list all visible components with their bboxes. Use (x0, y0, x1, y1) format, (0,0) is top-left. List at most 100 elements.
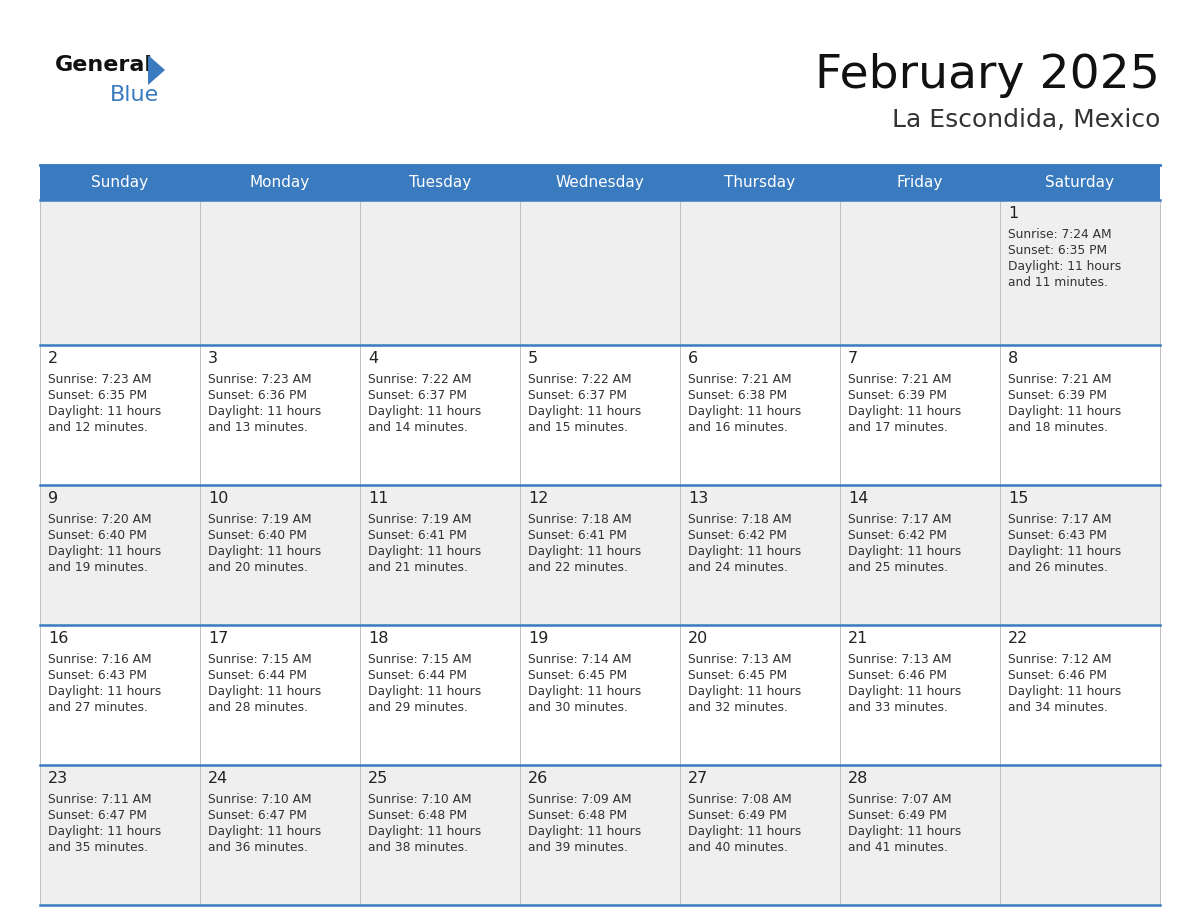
Text: Sunset: 6:39 PM: Sunset: 6:39 PM (1007, 389, 1107, 402)
Text: Daylight: 11 hours: Daylight: 11 hours (527, 685, 642, 698)
Text: Sunset: 6:46 PM: Sunset: 6:46 PM (848, 669, 947, 682)
Text: 26: 26 (527, 771, 548, 786)
Text: Daylight: 11 hours: Daylight: 11 hours (1007, 545, 1121, 558)
Text: Sunset: 6:44 PM: Sunset: 6:44 PM (208, 669, 307, 682)
Text: Sunset: 6:35 PM: Sunset: 6:35 PM (1007, 244, 1107, 257)
Text: 13: 13 (688, 491, 708, 506)
Text: Sunset: 6:44 PM: Sunset: 6:44 PM (368, 669, 467, 682)
Text: and 13 minutes.: and 13 minutes. (208, 421, 308, 434)
Text: Sunrise: 7:16 AM: Sunrise: 7:16 AM (48, 653, 152, 666)
Text: Daylight: 11 hours: Daylight: 11 hours (1007, 260, 1121, 273)
Bar (840, 345, 1000, 485)
Text: 8: 8 (1007, 351, 1018, 366)
Text: Daylight: 11 hours: Daylight: 11 hours (368, 545, 481, 558)
Text: and 27 minutes.: and 27 minutes. (48, 701, 147, 714)
Text: Daylight: 11 hours: Daylight: 11 hours (1007, 405, 1121, 418)
Text: Sunrise: 7:20 AM: Sunrise: 7:20 AM (48, 513, 152, 526)
Text: and 26 minutes.: and 26 minutes. (1007, 561, 1108, 574)
Text: 24: 24 (208, 771, 228, 786)
Text: and 39 minutes.: and 39 minutes. (527, 841, 628, 854)
Text: Sunrise: 7:15 AM: Sunrise: 7:15 AM (208, 653, 311, 666)
Text: Sunrise: 7:07 AM: Sunrise: 7:07 AM (848, 793, 952, 806)
Text: Daylight: 11 hours: Daylight: 11 hours (48, 545, 162, 558)
Text: Daylight: 11 hours: Daylight: 11 hours (527, 545, 642, 558)
Text: Sunset: 6:48 PM: Sunset: 6:48 PM (527, 809, 627, 822)
Text: Sunset: 6:38 PM: Sunset: 6:38 PM (688, 389, 788, 402)
Text: Blue: Blue (110, 85, 159, 105)
Bar (520, 345, 680, 485)
Bar (200, 345, 360, 485)
Text: Daylight: 11 hours: Daylight: 11 hours (368, 685, 481, 698)
Text: 10: 10 (208, 491, 228, 506)
Bar (520, 625, 680, 765)
Text: Monday: Monday (249, 175, 310, 190)
Text: Sunrise: 7:12 AM: Sunrise: 7:12 AM (1007, 653, 1112, 666)
Text: Sunrise: 7:18 AM: Sunrise: 7:18 AM (688, 513, 791, 526)
Text: Sunset: 6:43 PM: Sunset: 6:43 PM (48, 669, 147, 682)
Text: Sunset: 6:47 PM: Sunset: 6:47 PM (48, 809, 147, 822)
Text: Sunrise: 7:22 AM: Sunrise: 7:22 AM (527, 373, 632, 386)
Bar (200, 765, 360, 905)
Text: Daylight: 11 hours: Daylight: 11 hours (368, 825, 481, 838)
Text: Sunrise: 7:21 AM: Sunrise: 7:21 AM (1007, 373, 1112, 386)
Text: Daylight: 11 hours: Daylight: 11 hours (688, 685, 801, 698)
Text: Daylight: 11 hours: Daylight: 11 hours (208, 545, 321, 558)
Text: Sunset: 6:41 PM: Sunset: 6:41 PM (527, 529, 627, 542)
Text: Sunset: 6:45 PM: Sunset: 6:45 PM (688, 669, 788, 682)
Text: Sunrise: 7:19 AM: Sunrise: 7:19 AM (368, 513, 472, 526)
Bar (40, 165, 1159, 200)
Text: Sunrise: 7:17 AM: Sunrise: 7:17 AM (1007, 513, 1112, 526)
Text: Daylight: 11 hours: Daylight: 11 hours (48, 405, 162, 418)
Text: Sunrise: 7:10 AM: Sunrise: 7:10 AM (208, 793, 311, 806)
Text: and 21 minutes.: and 21 minutes. (368, 561, 468, 574)
Bar (680, 625, 840, 765)
Text: 4: 4 (368, 351, 378, 366)
Text: and 30 minutes.: and 30 minutes. (527, 701, 628, 714)
Text: Daylight: 11 hours: Daylight: 11 hours (208, 685, 321, 698)
Text: and 22 minutes.: and 22 minutes. (527, 561, 628, 574)
Text: Sunrise: 7:22 AM: Sunrise: 7:22 AM (368, 373, 472, 386)
Text: Daylight: 11 hours: Daylight: 11 hours (848, 685, 961, 698)
Bar (680, 345, 840, 485)
Text: 19: 19 (527, 631, 549, 646)
Bar (40, 345, 200, 485)
Text: Sunrise: 7:15 AM: Sunrise: 7:15 AM (368, 653, 472, 666)
Text: Daylight: 11 hours: Daylight: 11 hours (368, 405, 481, 418)
Text: 22: 22 (1007, 631, 1029, 646)
Text: 5: 5 (527, 351, 538, 366)
Text: Sunday: Sunday (91, 175, 148, 190)
Text: Sunset: 6:46 PM: Sunset: 6:46 PM (1007, 669, 1107, 682)
Bar (680, 200, 840, 345)
Text: 9: 9 (48, 491, 58, 506)
Text: 14: 14 (848, 491, 868, 506)
Bar (680, 485, 840, 625)
Text: Sunrise: 7:24 AM: Sunrise: 7:24 AM (1007, 228, 1112, 241)
Text: Sunrise: 7:19 AM: Sunrise: 7:19 AM (208, 513, 311, 526)
Text: 25: 25 (368, 771, 388, 786)
Text: 12: 12 (527, 491, 549, 506)
Text: 27: 27 (688, 771, 708, 786)
Bar (200, 200, 360, 345)
Text: Sunset: 6:42 PM: Sunset: 6:42 PM (848, 529, 947, 542)
Text: Sunrise: 7:21 AM: Sunrise: 7:21 AM (848, 373, 952, 386)
Text: and 34 minutes.: and 34 minutes. (1007, 701, 1108, 714)
Text: Daylight: 11 hours: Daylight: 11 hours (688, 545, 801, 558)
Text: Sunset: 6:42 PM: Sunset: 6:42 PM (688, 529, 786, 542)
Text: Sunrise: 7:23 AM: Sunrise: 7:23 AM (208, 373, 311, 386)
Bar (1000, 200, 1159, 345)
Bar (40, 625, 200, 765)
Text: and 15 minutes.: and 15 minutes. (527, 421, 628, 434)
Text: Daylight: 11 hours: Daylight: 11 hours (848, 405, 961, 418)
Text: Tuesday: Tuesday (409, 175, 472, 190)
Bar (40, 200, 200, 345)
Text: Wednesday: Wednesday (556, 175, 644, 190)
Bar (360, 485, 520, 625)
Text: and 38 minutes.: and 38 minutes. (368, 841, 468, 854)
Text: Sunset: 6:43 PM: Sunset: 6:43 PM (1007, 529, 1107, 542)
Text: Sunset: 6:45 PM: Sunset: 6:45 PM (527, 669, 627, 682)
Text: 11: 11 (368, 491, 388, 506)
Text: 6: 6 (688, 351, 699, 366)
Bar (360, 765, 520, 905)
Text: 21: 21 (848, 631, 868, 646)
Bar (520, 485, 680, 625)
